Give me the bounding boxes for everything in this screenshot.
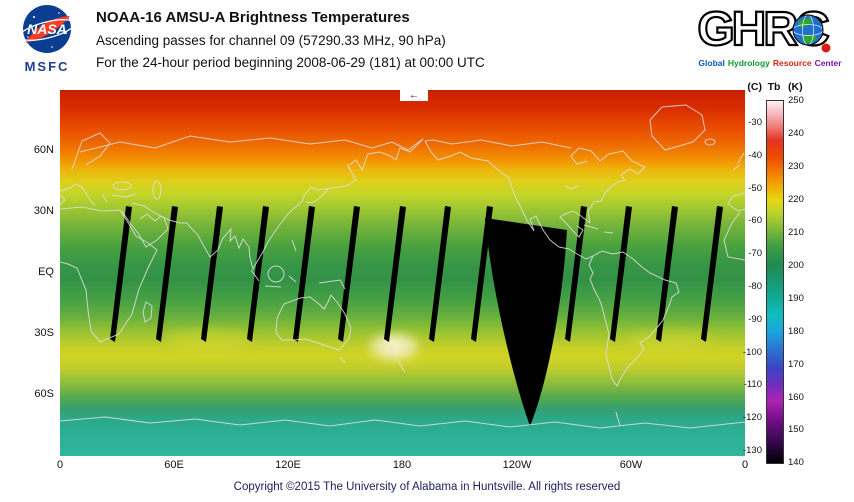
ghrc-subtitle-word: Center bbox=[814, 58, 842, 68]
kelvin-tick: 150 bbox=[788, 424, 804, 435]
kelvin-tick: 170 bbox=[788, 359, 804, 370]
colorbar-tb-header: Tb bbox=[767, 81, 781, 93]
lon-label-120w: 120W bbox=[502, 459, 532, 471]
nasa-logo-block: NASA MSFC bbox=[12, 4, 82, 74]
nasa-logo-text: NASA bbox=[27, 21, 67, 37]
celsius-tick: -50 bbox=[748, 183, 762, 194]
kelvin-tick: 180 bbox=[788, 326, 804, 337]
page-title: NOAA-16 AMSU-A Brightness Temperatures bbox=[96, 9, 410, 26]
lon-label-0e: 0 bbox=[56, 459, 64, 471]
warm-anomaly-blobs bbox=[168, 330, 715, 360]
celsius-tick: -90 bbox=[748, 314, 762, 325]
celsius-tick: -120 bbox=[742, 412, 762, 423]
ghrc-red-dot-icon bbox=[821, 43, 831, 53]
kelvin-tick: 230 bbox=[788, 161, 804, 172]
nasa-meatball-icon: NASA bbox=[19, 5, 75, 53]
colorbar bbox=[766, 100, 784, 464]
msfc-label: MSFC bbox=[24, 59, 70, 74]
kelvin-tick: 250 bbox=[788, 95, 804, 106]
lat-label-60n: 60N bbox=[33, 144, 54, 156]
ghrc-logo-icon: GHRC bbox=[696, 2, 833, 57]
celsius-tick: -70 bbox=[748, 248, 762, 259]
kelvin-tick: 200 bbox=[788, 260, 804, 271]
kelvin-tick: 210 bbox=[788, 227, 804, 238]
lon-label-60e: 60E bbox=[164, 459, 184, 471]
lon-label-0w: 0 bbox=[741, 459, 749, 471]
colorbar-celsius-header: (C) bbox=[747, 81, 762, 93]
lon-label-120e: 120E bbox=[275, 459, 301, 471]
no-data-swath-gaps bbox=[110, 206, 723, 426]
lat-label-eq: EQ bbox=[38, 266, 54, 278]
ghrc-logo-block: GHRC Global Hydrology Resource Center bbox=[688, 2, 852, 68]
subtitle-period: For the 24-hour period beginning 2008-06… bbox=[96, 55, 485, 70]
ghrc-subtitle-word: Resource bbox=[772, 58, 812, 68]
brightness-temperature-map: ← bbox=[60, 90, 745, 456]
large-missing-data-sector bbox=[485, 218, 567, 426]
celsius-tick: -60 bbox=[748, 215, 762, 226]
kelvin-tick: 160 bbox=[788, 392, 804, 403]
lat-label-30s: 30S bbox=[34, 327, 54, 339]
celsius-tick: -110 bbox=[743, 379, 762, 390]
map-overlay bbox=[60, 104, 745, 429]
celsius-tick: -80 bbox=[748, 281, 762, 292]
colorbar-kelvin-header: (K) bbox=[788, 81, 803, 93]
kelvin-tick: 190 bbox=[788, 293, 804, 304]
celsius-tick: -130 bbox=[742, 445, 762, 456]
subtitle-channel: Ascending passes for channel 09 (57290.3… bbox=[96, 33, 446, 48]
celsius-tick: -100 bbox=[742, 347, 762, 358]
celsius-tick: -30 bbox=[748, 117, 762, 128]
ghrc-subtitle-word: Global bbox=[698, 58, 725, 68]
kelvin-tick: 240 bbox=[788, 128, 804, 139]
ghrc-subtitle: Global Hydrology Resource Center bbox=[688, 58, 852, 68]
celsius-tick: -40 bbox=[748, 150, 762, 161]
lon-label-180: 180 bbox=[392, 459, 412, 471]
lat-label-30n: 30N bbox=[33, 205, 54, 217]
coastlines bbox=[60, 104, 745, 429]
lat-label-60s: 60S bbox=[34, 388, 54, 400]
ghrc-subtitle-word: Hydrology bbox=[727, 58, 770, 68]
lon-label-60w: 60W bbox=[619, 459, 643, 471]
globe-icon bbox=[792, 14, 824, 46]
pass-direction-arrow: ← bbox=[400, 90, 428, 101]
kelvin-tick: 140 bbox=[788, 457, 804, 468]
copyright-notice: Copyright ©2015 The University of Alabam… bbox=[233, 481, 621, 493]
kelvin-tick: 220 bbox=[788, 194, 804, 205]
title-block: NOAA-16 AMSU-A Brightness Temperatures A… bbox=[96, 9, 485, 77]
